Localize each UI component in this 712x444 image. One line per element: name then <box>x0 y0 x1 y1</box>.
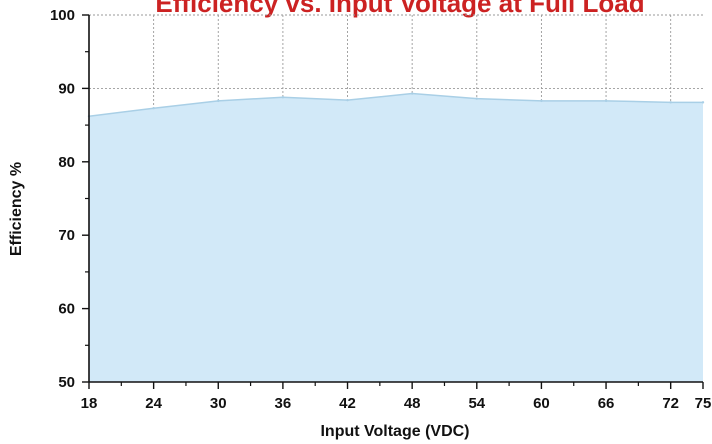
y-tick-label: 70 <box>58 227 75 244</box>
data-point <box>604 99 608 103</box>
data-point <box>410 92 414 95</box>
data-point <box>152 107 155 110</box>
data-point <box>540 99 543 103</box>
x-tick-label: 36 <box>275 395 292 412</box>
y-tick-labels: 50 60 70 80 90 100 <box>50 7 75 391</box>
x-tick-label: 24 <box>145 395 162 412</box>
data-point <box>701 101 705 104</box>
data-point <box>281 96 285 99</box>
x-tick-label: 60 <box>533 395 550 412</box>
data-point <box>217 99 220 103</box>
x-tick-label: 48 <box>404 395 421 412</box>
x-tick-label: 42 <box>339 395 356 412</box>
axes <box>82 14 704 389</box>
series-area-fill <box>89 93 703 383</box>
y-tick-label: 100 <box>50 7 75 24</box>
series-area <box>87 92 705 383</box>
y-tick-label: 50 <box>58 374 75 391</box>
data-point <box>669 101 672 104</box>
x-tick-label: 72 <box>662 395 679 412</box>
x-tick-label: 66 <box>598 395 615 412</box>
x-tick-label: 18 <box>81 395 98 412</box>
y-tick-label: 80 <box>58 154 75 171</box>
x-tick-label: 54 <box>468 395 485 412</box>
data-point <box>475 97 478 100</box>
y-tick-label: 60 <box>58 301 75 318</box>
x-tick-labels: 18 24 30 36 42 48 54 60 66 72 75 <box>81 395 712 412</box>
x-tick-label: 30 <box>210 395 227 412</box>
y-axis-title: Efficiency % <box>8 162 25 256</box>
data-point <box>346 98 349 102</box>
x-tick-label: 75 <box>695 395 712 412</box>
x-axis-title: Input Voltage (VDC) <box>320 423 469 440</box>
chart-title: Efficiency vs. Input Voltage at Full Loa… <box>155 0 644 18</box>
y-tick-label: 90 <box>58 80 75 97</box>
